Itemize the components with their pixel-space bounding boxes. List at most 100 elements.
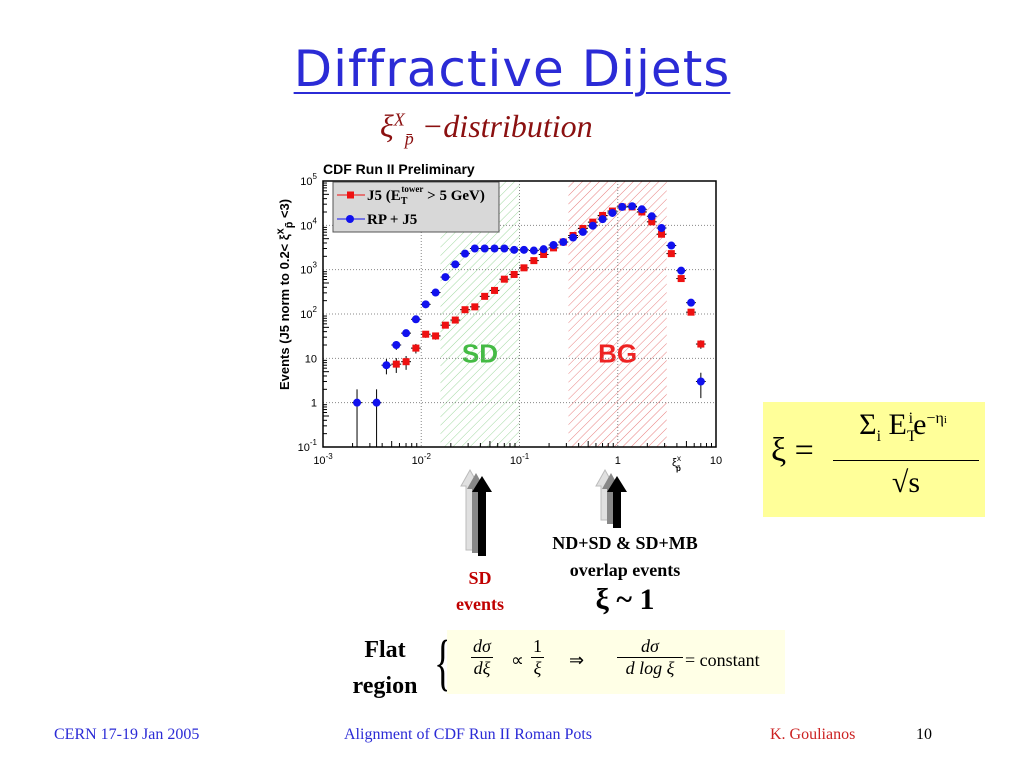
legend-label-rp: RP + J5 xyxy=(367,212,417,228)
data-point-rp-j5 xyxy=(421,300,430,309)
data-point-j5 xyxy=(687,308,695,316)
xi-definition-box: ξ = Σi ETie−ηi √s xyxy=(763,402,985,517)
subtitle-text: −distribution xyxy=(413,108,593,144)
y-axis-label: Events (J5 norm to 0.2< ξxp̄ <3) xyxy=(274,198,296,391)
subtitle-sup: X xyxy=(393,109,405,130)
data-point-j5 xyxy=(392,360,400,368)
data-point-j5 xyxy=(481,292,489,300)
data-point-rp-j5 xyxy=(559,238,568,247)
page-number: 10 xyxy=(916,726,932,743)
x-tick-label: 10 xyxy=(710,455,722,467)
legend-label-j5: J5 (ETtower > 5 GeV) xyxy=(367,184,485,207)
data-point-rp-j5 xyxy=(667,241,676,250)
data-point-j5 xyxy=(461,306,469,314)
data-point-rp-j5 xyxy=(628,202,637,211)
x-tick-label: 10-2 xyxy=(412,452,432,467)
flat-region-label: Flat region xyxy=(352,637,418,699)
xi-lhs: ξ = xyxy=(771,432,814,469)
data-point-j5 xyxy=(697,340,705,348)
legend-marker-rp xyxy=(346,215,354,223)
data-point-j5 xyxy=(451,316,459,324)
data-point-j5 xyxy=(402,358,410,366)
legend-box xyxy=(332,181,500,233)
data-point-j5 xyxy=(422,330,430,338)
data-point-j5 xyxy=(432,332,440,340)
data-point-rp-j5 xyxy=(353,398,362,407)
region-label-sd: SD xyxy=(462,339,498,369)
subtitle-symbol: ξ xyxy=(380,108,394,144)
data-point-rp-j5 xyxy=(647,212,656,221)
data-point-rp-j5 xyxy=(451,260,460,269)
x-tick-label: 10-3 xyxy=(313,452,333,467)
data-point-j5 xyxy=(520,264,528,272)
data-point-j5 xyxy=(500,275,508,283)
xi-denominator: √s xyxy=(891,466,921,499)
data-point-j5 xyxy=(441,321,449,329)
sd-arrow-icon xyxy=(460,468,492,556)
data-point-j5 xyxy=(540,250,548,258)
data-point-rp-j5 xyxy=(510,245,519,254)
data-point-rp-j5 xyxy=(608,208,617,217)
data-point-rp-j5 xyxy=(687,298,696,307)
legend-marker-j5 xyxy=(347,191,354,199)
slide-title: Diffractive Dijets xyxy=(293,40,731,98)
data-point-j5 xyxy=(667,250,675,258)
legend: J5 (ETtower > 5 GeV) RP + J5 xyxy=(332,181,500,233)
data-point-rp-j5 xyxy=(657,224,666,233)
data-point-j5 xyxy=(471,303,479,311)
data-point-j5 xyxy=(491,286,499,294)
data-point-j5 xyxy=(510,270,518,278)
data-point-rp-j5 xyxy=(549,241,558,250)
y-tick-label: 10 xyxy=(305,353,317,365)
data-point-rp-j5 xyxy=(411,315,420,324)
data-point-rp-j5 xyxy=(441,273,450,282)
data-point-j5 xyxy=(658,230,666,238)
footer-event: CERN 17-19 Jan 2005 xyxy=(54,726,200,743)
xi-numerator: Σi ETie−ηi xyxy=(859,408,947,445)
data-point-rp-j5 xyxy=(696,377,705,386)
data-point-j5 xyxy=(648,218,656,226)
data-point-rp-j5 xyxy=(500,244,509,253)
data-point-rp-j5 xyxy=(598,215,607,224)
fraction-bar xyxy=(833,460,979,461)
data-point-rp-j5 xyxy=(431,288,440,297)
data-point-j5 xyxy=(677,275,685,283)
data-point-j5 xyxy=(412,344,420,352)
data-point-rp-j5 xyxy=(461,249,470,258)
footer-author: K. Goulianos xyxy=(770,726,856,743)
data-point-rp-j5 xyxy=(677,266,686,275)
x-tick-label: 1 xyxy=(615,455,621,467)
data-point-rp-j5 xyxy=(588,221,597,230)
x-tick-label: 10-1 xyxy=(510,452,530,467)
subtitle: ξXp̄ −distribution xyxy=(380,108,593,149)
data-point-rp-j5 xyxy=(402,329,411,338)
data-point-rp-j5 xyxy=(480,244,489,253)
y-tick-label: 102 xyxy=(300,305,317,321)
data-point-rp-j5 xyxy=(392,340,401,349)
y-tick-label: 103 xyxy=(300,261,317,277)
overlap-events-label: ND+SD & SD+MB overlap events xyxy=(552,533,698,580)
data-point-rp-j5 xyxy=(490,244,499,253)
data-point-rp-j5 xyxy=(529,246,538,255)
subtitle-sub: p̄ xyxy=(404,128,414,149)
plot-title: CDF Run II Preliminary xyxy=(323,161,475,177)
overlap-arrow-icon xyxy=(595,468,627,528)
sd-events-label: SD events xyxy=(456,568,504,614)
data-point-rp-j5 xyxy=(539,245,548,254)
y-tick-label: 105 xyxy=(300,172,317,188)
x-axis-label: ξx p̄ xyxy=(672,454,681,473)
xi-approx-one: ξ ~ 1 xyxy=(595,583,655,616)
data-point-rp-j5 xyxy=(470,244,479,253)
y-tick-label: 10-1 xyxy=(298,438,318,454)
data-point-j5 xyxy=(530,257,538,265)
y-tick-label: 104 xyxy=(300,216,317,232)
data-point-rp-j5 xyxy=(519,245,528,254)
data-point-rp-j5 xyxy=(382,361,391,370)
plot-frame xyxy=(322,180,717,448)
data-point-rp-j5 xyxy=(618,202,627,211)
data-point-rp-j5 xyxy=(578,227,587,236)
y-tick-label: 1 xyxy=(311,398,317,410)
data-point-rp-j5 xyxy=(372,398,381,407)
